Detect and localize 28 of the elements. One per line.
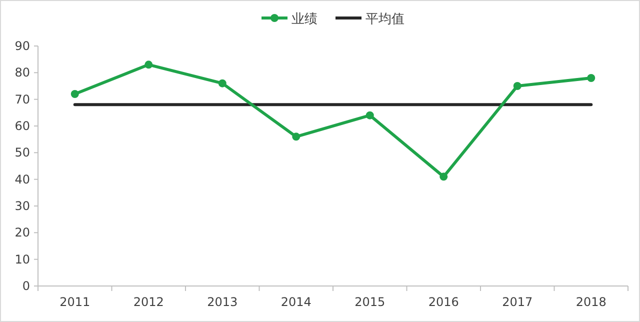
y-tick-label: 30 bbox=[14, 199, 30, 213]
y-tick-label: 40 bbox=[14, 172, 30, 186]
x-tick-label: 2013 bbox=[207, 295, 238, 309]
x-tick-label: 2011 bbox=[60, 295, 90, 309]
x-tick-label: 2018 bbox=[576, 295, 606, 309]
x-tick-label: 2015 bbox=[354, 295, 386, 309]
y-tick-label: 10 bbox=[14, 252, 30, 266]
x-tick-label: 2014 bbox=[280, 295, 312, 309]
point bbox=[70, 90, 79, 98]
point bbox=[587, 74, 596, 82]
point bbox=[218, 79, 226, 88]
point bbox=[144, 60, 153, 69]
point bbox=[513, 82, 522, 90]
point bbox=[440, 172, 448, 181]
legend-label: 平均值 bbox=[366, 12, 404, 27]
y-tick-label: 20 bbox=[14, 226, 30, 240]
y-tick-label: 90 bbox=[14, 39, 30, 53]
x-tick-label: 2016 bbox=[428, 295, 459, 309]
point bbox=[292, 132, 300, 141]
point bbox=[366, 111, 374, 120]
x-tick-label: 2017 bbox=[502, 295, 533, 309]
x-tick-label: 2012 bbox=[133, 295, 164, 309]
legend-label: 业绩 bbox=[292, 12, 318, 27]
y-tick-label: 50 bbox=[14, 146, 30, 160]
y-tick-label: 80 bbox=[14, 66, 30, 80]
y-tick-label: 0 bbox=[22, 279, 30, 293]
y-tick-label: 60 bbox=[14, 119, 30, 133]
y-tick-label: 70 bbox=[14, 92, 30, 106]
